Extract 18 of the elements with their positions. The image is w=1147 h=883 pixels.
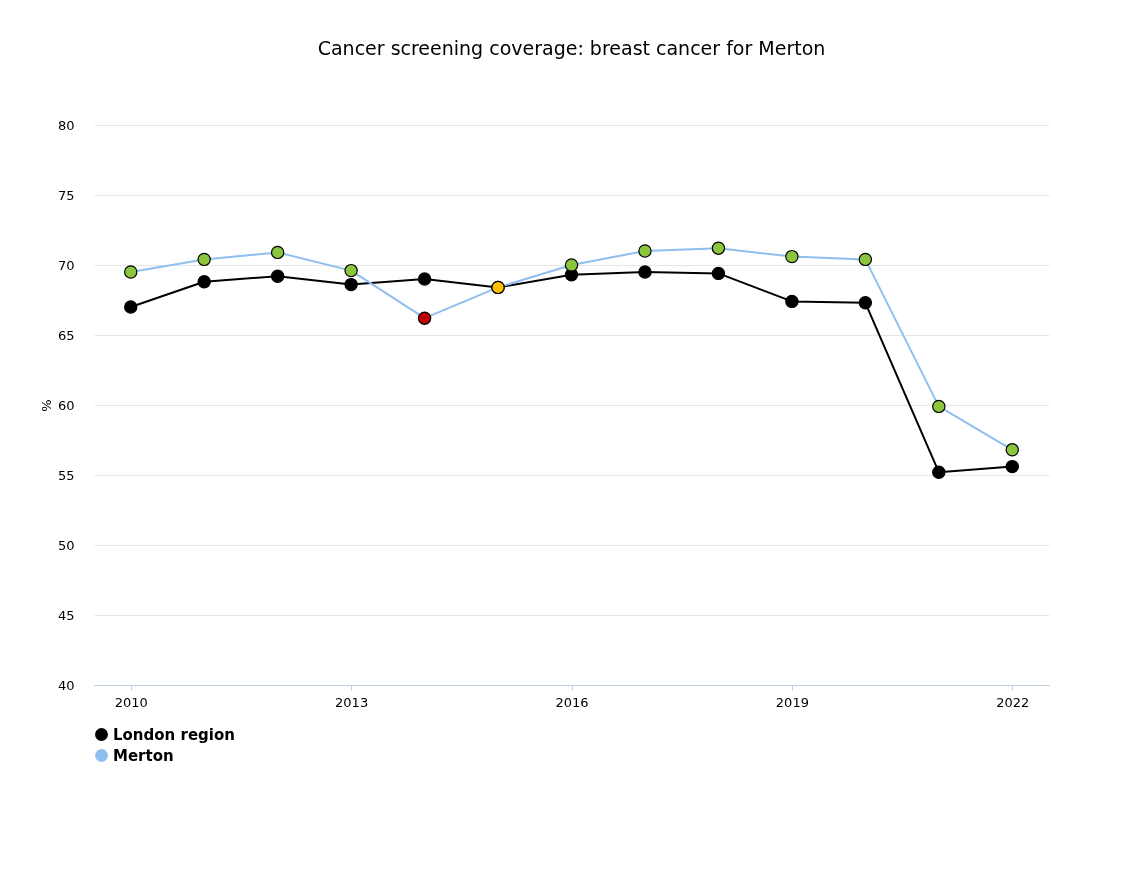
y-tick-label: 40 <box>57 677 75 693</box>
y-tick-label: 55 <box>57 467 75 483</box>
x-tick-label: 2022 <box>996 694 1030 710</box>
y-tick-label: 75 <box>57 187 75 203</box>
y-tick-label: 50 <box>57 537 75 553</box>
x-tick-label: 2010 <box>114 694 148 710</box>
chart-title: Cancer screening coverage: breast cancer for Merton <box>317 37 826 59</box>
y-tick-label: 65 <box>57 327 75 343</box>
x-tick-label: 2019 <box>775 694 809 710</box>
legend-label: Merton <box>113 746 174 765</box>
y-tick-label: 60 <box>57 397 75 413</box>
y-tick-label: 80 <box>57 117 75 133</box>
x-tick-label: 2013 <box>335 694 369 710</box>
x-tick-label: 2016 <box>555 694 589 710</box>
y-tick-label: 45 <box>57 607 75 623</box>
y-tick-label: 70 <box>57 257 75 273</box>
legend-label: London region <box>113 725 235 744</box>
y-axis-title: % <box>38 399 54 412</box>
